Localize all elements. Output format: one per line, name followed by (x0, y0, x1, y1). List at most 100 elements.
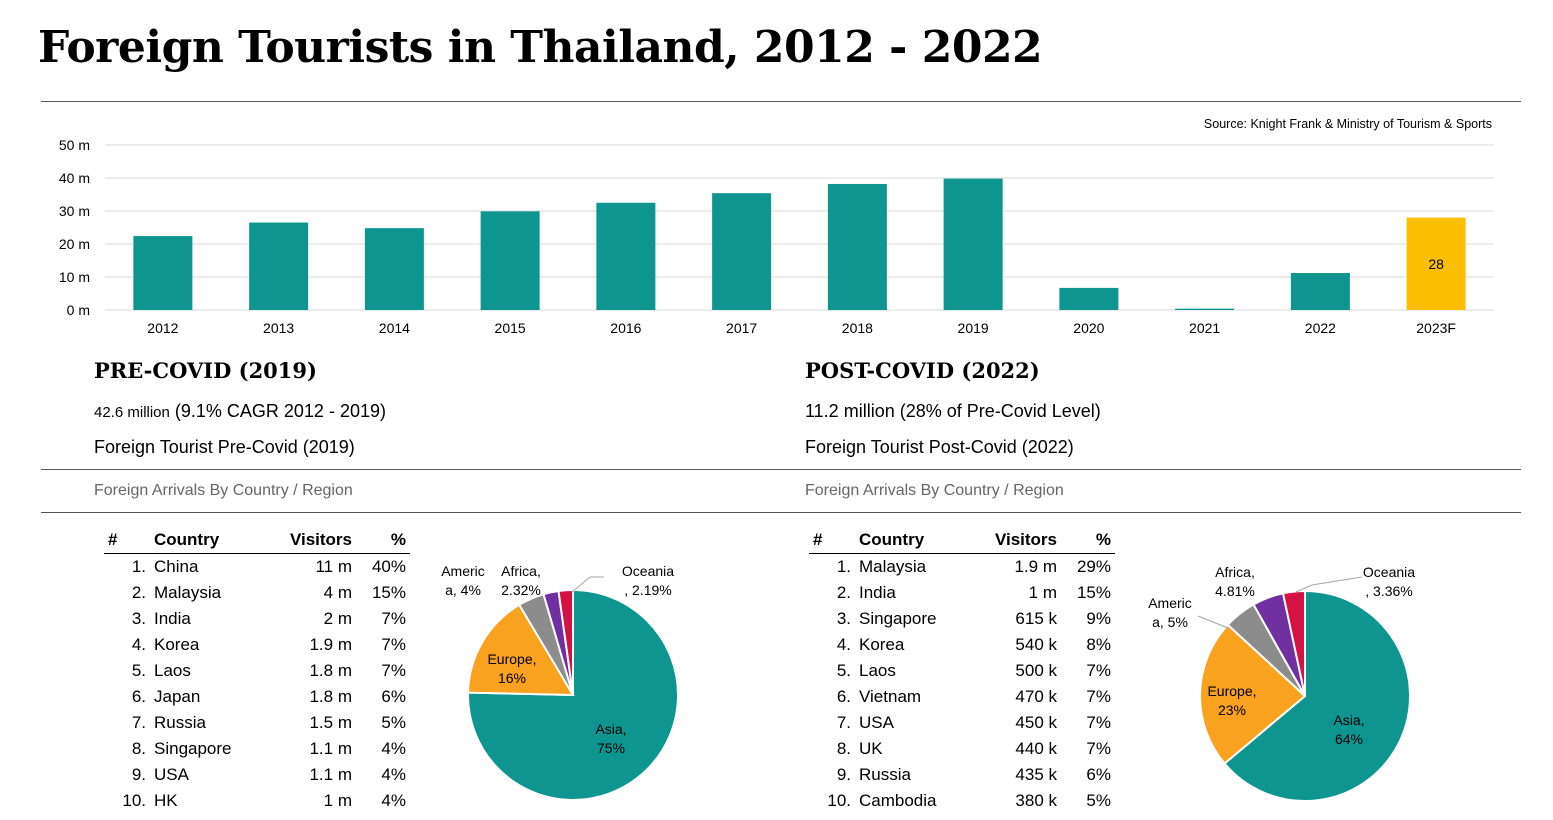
country-cell: Laos (154, 661, 191, 680)
y-tick-label: 20 m (59, 236, 90, 252)
visitors-cell: 1.1 m (309, 765, 352, 784)
y-tick-label: 30 m (59, 203, 90, 219)
country-cell: India (154, 609, 191, 628)
country-cell: USA (859, 713, 894, 732)
visitors-cell: 450 k (1015, 713, 1057, 732)
visitors-cell: 615 k (1015, 609, 1057, 628)
table-row: 7. USA 450 k 7% (809, 710, 1115, 736)
post-covid-caption: Foreign Tourist Post-Covid (2022) (805, 437, 1074, 457)
pie-value-label: a, 5% (1152, 614, 1188, 630)
percent-cell: 7% (381, 661, 406, 680)
country-cell: Korea (859, 635, 905, 654)
pie-value-label: , 3.36% (1365, 583, 1412, 599)
rank-cell: 9. (131, 765, 146, 784)
pre-covid-subtitle: Foreign Arrivals By Country / Region (94, 482, 353, 499)
pie-value-label: a, 4% (445, 582, 481, 598)
table-row: 4. Korea 1.9 m 7% (104, 632, 410, 658)
rank-cell: 1. (131, 557, 146, 576)
pie-slice (1281, 589, 1306, 697)
percent-cell: 5% (1086, 791, 1111, 810)
bar-2016 (596, 202, 656, 310)
country-cell: Malaysia (154, 583, 222, 602)
pie-value-label: 2.32% (501, 582, 541, 598)
rank-cell: 5. (836, 661, 851, 680)
pre-covid-total: 42.6 million (94, 404, 170, 421)
percent-cell: 6% (381, 687, 406, 706)
country-cell: Laos (859, 661, 896, 680)
pre-covid-country-table: # Country Visitors % 1. China 11 m 40% 2. Mal… (104, 527, 410, 814)
percent-cell: 40% (371, 557, 406, 576)
country-cell: HK (154, 791, 178, 810)
table-header-row: # Country Visitors % (104, 527, 410, 554)
country-cell: Vietnam (859, 687, 922, 706)
post-covid-country-table: # Country Visitors % 1. Malaysia 1.9 m 29% 2… (809, 527, 1115, 814)
visitors-cell: 380 k (1015, 791, 1057, 810)
percent-cell: 7% (1086, 739, 1111, 758)
rank-cell: 8. (131, 739, 146, 758)
country-header: Country (855, 527, 978, 554)
pie-value-label: 23% (1218, 702, 1246, 718)
table-row: 5. Laos 500 k 7% (809, 658, 1115, 684)
visitors-cell: 1.9 m (309, 635, 352, 654)
visitors-cell: 2 m (323, 609, 352, 628)
table-row: 6. Japan 1.8 m 6% (104, 684, 410, 710)
bar-2023F (1406, 217, 1466, 310)
x-tick-label: 2016 (610, 320, 641, 336)
visitors-cell: 4 m (323, 583, 352, 602)
pie-label: Oceania (622, 563, 674, 579)
pie-value-label: 4.81% (1215, 583, 1255, 599)
y-tick-label: 40 m (59, 170, 90, 186)
bar-2020 (1059, 287, 1119, 310)
country-cell: USA (154, 765, 189, 784)
visitors-cell: 440 k (1015, 739, 1057, 758)
table-row: 1. Malaysia 1.9 m 29% (809, 554, 1115, 581)
percent-cell: 8% (1086, 635, 1111, 654)
percent-cell: 29% (1076, 557, 1111, 576)
table-row: 2. Malaysia 4 m 15% (104, 580, 410, 606)
visitors-header: Visitors (978, 527, 1061, 554)
bar-2022 (1290, 273, 1350, 310)
table-row: 8. UK 440 k 7% (809, 736, 1115, 762)
post-covid-subtitle: Foreign Arrivals By Country / Region (805, 482, 1064, 499)
bar-data-label: 28 (1428, 256, 1444, 272)
pie-label: Africa, (501, 563, 541, 579)
pie-label: Asia, (595, 721, 626, 737)
country-cell: UK (859, 739, 883, 758)
percent-cell: 4% (381, 765, 406, 784)
bar-2012 (133, 236, 193, 310)
percent-header: % (1061, 527, 1115, 554)
rank-cell: 5. (131, 661, 146, 680)
visitors-cell: 1 m (323, 791, 352, 810)
pie-slice (467, 588, 679, 801)
country-header: Country (150, 527, 273, 554)
percent-cell: 7% (1086, 713, 1111, 732)
leader-line (1295, 576, 1363, 593)
rank-cell: 4. (131, 635, 146, 654)
table-row: 10. Cambodia 380 k 5% (809, 788, 1115, 814)
percent-cell: 4% (381, 739, 406, 758)
x-tick-label: 2021 (1189, 320, 1220, 336)
pre-covid-summary: 42.6 million (9.1% CAGR 2012 - 2019) (94, 401, 386, 422)
x-tick-label: 2019 (958, 320, 989, 336)
section-divider-top (41, 469, 1521, 470)
x-tick-label: 2020 (1073, 320, 1104, 336)
visitors-cell: 1 m (1028, 583, 1057, 602)
leader-line (1197, 615, 1229, 629)
visitors-header: Visitors (273, 527, 356, 554)
bar-2017 (712, 193, 772, 310)
percent-cell: 7% (1086, 687, 1111, 706)
x-tick-label: 2014 (379, 320, 410, 336)
table-row: 1. China 11 m 40% (104, 554, 410, 581)
country-cell: Japan (154, 687, 201, 706)
rank-cell: 9. (836, 765, 851, 784)
x-tick-label: 2013 (263, 320, 294, 336)
rank-cell: 7. (836, 713, 851, 732)
rank-cell: 10. (122, 791, 146, 810)
visitors-cell: 1.5 m (309, 713, 352, 732)
percent-header: % (356, 527, 410, 554)
rank-header: # (104, 527, 150, 554)
pie-value-label: 16% (498, 670, 526, 686)
table-row: 3. Singapore 615 k 9% (809, 606, 1115, 632)
page-title: Foreign Tourists in Thailand, 2012 - 202… (38, 22, 1043, 73)
